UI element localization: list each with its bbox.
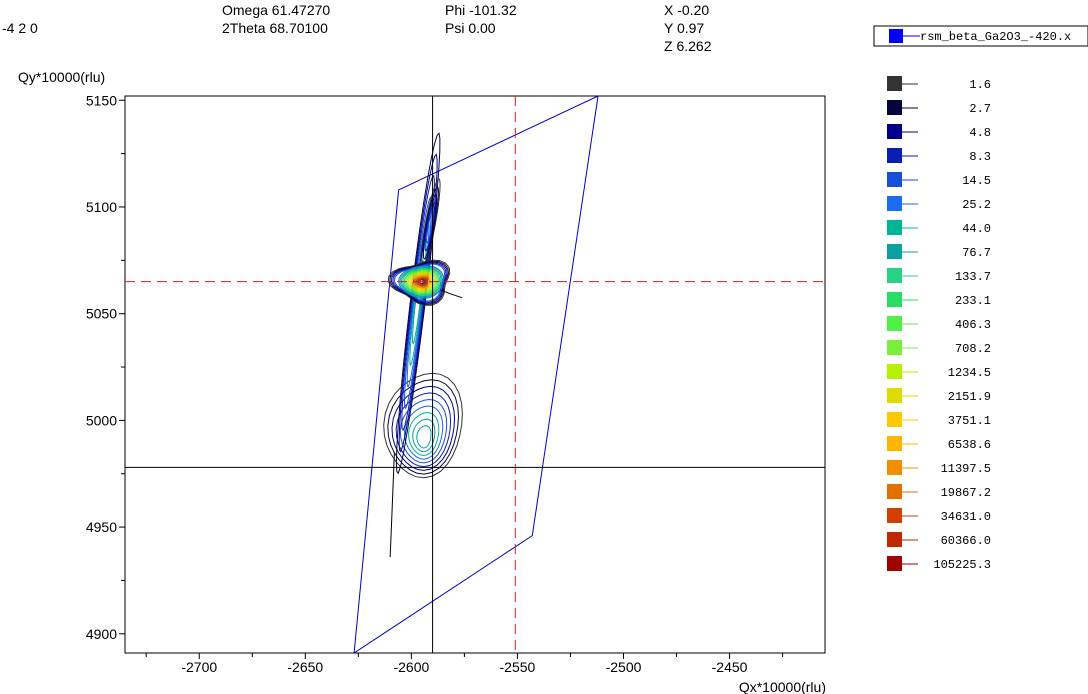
- level-value: 11397.5: [941, 462, 991, 476]
- y-tick-label: 5150: [86, 92, 117, 108]
- level-swatch: [887, 292, 902, 307]
- level-value: 60366.0: [941, 534, 991, 548]
- x-axis-ticks: -2700 -2650 -2600 -2550 -2500 -2450: [145, 653, 784, 675]
- x-tick-label: -2500: [606, 659, 642, 675]
- contour-line: [406, 217, 430, 388]
- level-value: 19867.2: [941, 486, 991, 500]
- level-value: 406.3: [955, 318, 991, 332]
- contour-line: [422, 194, 438, 260]
- level-value: 1234.5: [948, 366, 991, 380]
- dataset-legend[interactable]: rsm_beta_Ga2O3_-420.x: [873, 25, 1088, 47]
- contour-line: [424, 202, 436, 252]
- contour-map: [383, 132, 463, 557]
- level-swatch: [887, 172, 902, 187]
- level-swatch: [887, 316, 902, 331]
- contour-line: [412, 274, 432, 290]
- contour-line: [390, 261, 448, 304]
- contour-line: [395, 392, 452, 468]
- level-swatch: [887, 412, 902, 427]
- y-tick-label: 4900: [86, 626, 117, 642]
- y-tick-label: 4950: [86, 519, 117, 535]
- contour-line: [383, 372, 463, 479]
- psi-readout: Psi 0.00: [445, 20, 496, 36]
- level-swatch: [887, 484, 902, 499]
- plot-frame: [124, 95, 826, 654]
- y-tick-label: 5100: [86, 199, 117, 215]
- level-swatch: [887, 436, 902, 451]
- contour-level-legend: 1.6 2.7 4.8 8.3 14.5 25.2 44.0 76.7 133.7 233.1 40…: [887, 76, 991, 572]
- x-tick-label: -2550: [500, 659, 536, 675]
- level-swatch: [887, 556, 902, 571]
- level-swatch: [887, 100, 902, 115]
- level-value: 105225.3: [933, 558, 991, 572]
- contour-line: [410, 273, 433, 291]
- level-swatch: [887, 220, 902, 235]
- level-swatch: [887, 364, 902, 379]
- dataset-color-swatch: [889, 29, 903, 43]
- level-swatch: [887, 508, 902, 523]
- level-swatch: [887, 196, 902, 211]
- level-swatch: [887, 340, 902, 355]
- level-swatch: [887, 388, 902, 403]
- two-theta-readout: 2Theta 68.70100: [222, 20, 328, 36]
- level-swatch: [887, 268, 902, 283]
- y-axis-ticks: 4900 4950 5000 5050 5100 5150: [86, 92, 125, 642]
- scan-boundary: [353, 96, 599, 653]
- contour-line: [395, 132, 441, 475]
- dataset-legend-label: rsm_beta_Ga2O3_-420.x: [920, 30, 1071, 44]
- x-tick-label: -2450: [712, 659, 748, 675]
- level-swatch: [887, 532, 902, 547]
- level-value: 4.8: [969, 126, 991, 140]
- contour-line: [401, 174, 435, 431]
- contour-tail: [439, 289, 463, 299]
- contour-line: [387, 379, 460, 475]
- contour-line: [391, 385, 456, 471]
- x-tick-label: -2700: [181, 659, 217, 675]
- y-readout: Y 0.97: [664, 20, 705, 36]
- level-value: 708.2: [955, 342, 991, 356]
- level-swatch: [887, 124, 902, 139]
- contour-line: [392, 262, 447, 303]
- level-value: 6538.6: [948, 438, 991, 452]
- level-value: 8.3: [969, 150, 991, 164]
- level-value: 133.7: [955, 270, 991, 284]
- x-tick-label: -2650: [287, 659, 323, 675]
- omega-readout: Omega 61.47270: [222, 2, 331, 18]
- contour-line: [403, 405, 444, 460]
- level-value: 2151.9: [948, 390, 991, 404]
- x-axis-title: Qx*10000(rlu): [739, 679, 826, 694]
- level-value: 233.1: [955, 294, 991, 308]
- level-value: 44.0: [962, 222, 991, 236]
- y-axis-title: Qy*10000(rlu): [18, 69, 105, 85]
- y-tick-label: 5050: [86, 306, 117, 322]
- phi-readout: Phi -101.32: [445, 2, 517, 18]
- level-swatch: [887, 76, 902, 91]
- level-value: 25.2: [962, 198, 991, 212]
- x-tick-label: -2600: [393, 659, 429, 675]
- x-readout: X -0.20: [664, 2, 710, 18]
- level-swatch: [887, 148, 902, 163]
- contour-line: [407, 271, 436, 293]
- level-value: 76.7: [962, 246, 991, 260]
- contour-line: [426, 210, 434, 244]
- level-value: 3751.1: [948, 414, 991, 428]
- contour-line: [409, 272, 434, 292]
- contour-line: [399, 398, 448, 464]
- contour-line: [408, 412, 440, 457]
- y-tick-label: 5000: [86, 412, 117, 428]
- level-swatch: [887, 244, 902, 259]
- level-value: 34631.0: [941, 510, 991, 524]
- contour-tail: [389, 452, 395, 557]
- contour-line: [393, 263, 446, 302]
- z-readout: Z 6.262: [664, 38, 712, 54]
- contour-line: [398, 153, 438, 453]
- hkl-label: -4 2 0: [2, 20, 38, 36]
- level-swatch: [887, 460, 902, 475]
- level-value: 14.5: [962, 174, 991, 188]
- contour-line: [416, 425, 432, 449]
- level-value: 1.6: [969, 78, 991, 92]
- contour-line: [412, 418, 436, 453]
- level-value: 2.7: [969, 102, 991, 116]
